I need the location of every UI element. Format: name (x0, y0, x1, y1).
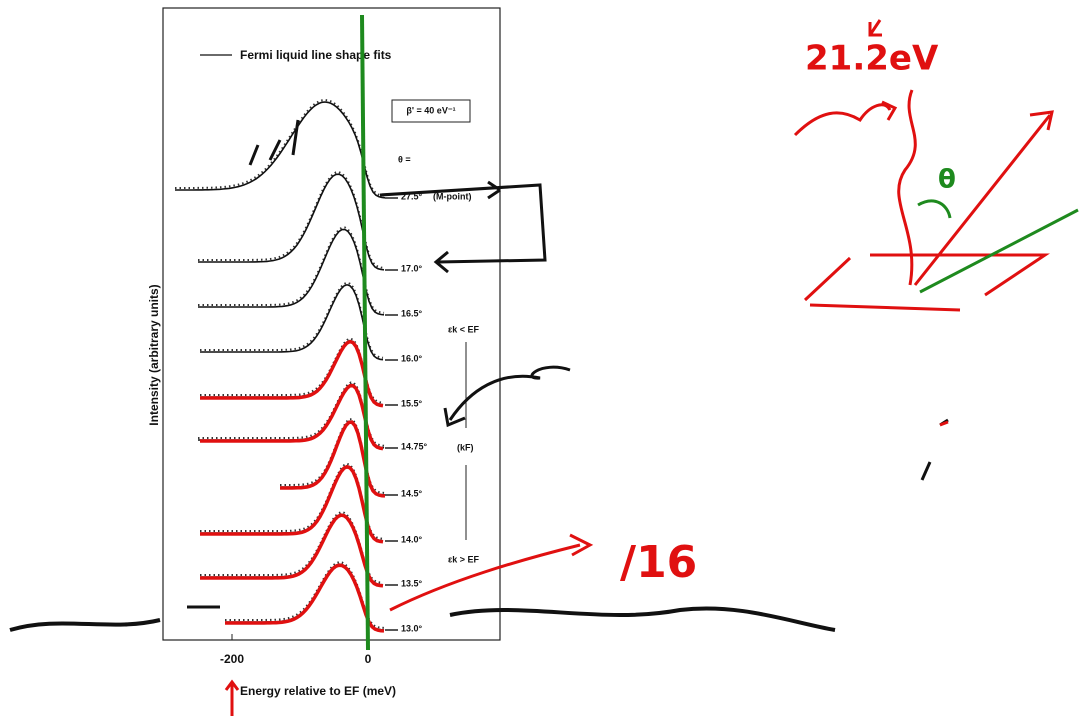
annotation-line (10, 608, 835, 630)
legend-text: Fermi liquid line shape fits (240, 48, 392, 62)
annotation-surface (805, 255, 1045, 310)
x-axis-label: Energy relative to EF (meV) (240, 684, 396, 698)
x-tick-label: 0 (365, 652, 372, 666)
curve-note: (M-point) (433, 191, 471, 201)
annotation-arrow (445, 367, 570, 425)
beta-label: β' = 40 eV⁻¹ (406, 105, 455, 115)
side-kf: (kF) (457, 442, 474, 452)
side-above: εk < EF (448, 324, 480, 334)
curve-label: 14.0° (401, 534, 423, 544)
curve-label: 16.5° (401, 308, 423, 318)
data-points (200, 512, 383, 583)
annotation-overlay (225, 565, 384, 631)
annotation-arrow (390, 535, 590, 610)
annotation-theta: θ (938, 165, 956, 195)
curves: 27.5°(M-point)17.0°16.5°16.0°15.5°14.75°… (175, 100, 471, 633)
x-tick-label: -200 (220, 652, 244, 666)
annotation-arrow (795, 102, 895, 135)
data-points (198, 228, 384, 313)
annotation-scale: /16 (620, 537, 697, 588)
annotation-marks (940, 422, 948, 425)
annotation-marks (922, 420, 948, 480)
curve-label: 14.75° (401, 441, 428, 451)
curve-label: 14.5° (401, 488, 423, 498)
curve-label: 16.0° (401, 353, 423, 363)
curve-label: 17.0° (401, 263, 423, 273)
y-axis-label: Intensity (arbitrary units) (147, 284, 161, 425)
side-below: εk > EF (448, 554, 480, 564)
theta-header: θ = (398, 154, 411, 164)
annotation-energy: 21.2eV (805, 39, 939, 79)
curve-label: 13.0° (401, 623, 423, 633)
annotation-angle (918, 201, 950, 218)
page: Fermi liquid line shape fits β' = 40 eV⁻… (0, 0, 1081, 719)
curve-label: 15.5° (401, 398, 423, 408)
fit-curve (198, 230, 384, 315)
data-points (175, 100, 385, 196)
annotation-arrow (870, 20, 882, 35)
fit-curve (175, 102, 385, 198)
annotation-arrow (226, 682, 238, 716)
curve-label: 13.5° (401, 578, 423, 588)
figure: Fermi liquid line shape fits β' = 40 eV⁻… (0, 0, 1081, 719)
